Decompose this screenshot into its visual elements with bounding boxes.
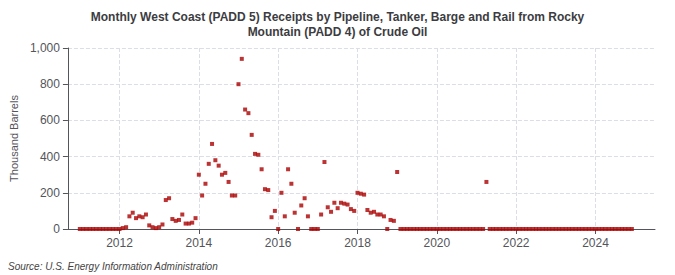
svg-text:400: 400	[40, 150, 60, 164]
svg-text:Mountain (PADD 4) of Crude Oil: Mountain (PADD 4) of Crude Oil	[248, 25, 428, 39]
svg-text:0: 0	[53, 222, 60, 236]
svg-text:2012: 2012	[106, 236, 133, 250]
svg-text:2022: 2022	[503, 236, 530, 250]
svg-text:2016: 2016	[265, 236, 292, 250]
svg-text:2024: 2024	[582, 236, 609, 250]
svg-text:2014: 2014	[185, 236, 212, 250]
svg-text:Monthly West Coast (PADD 5) Re: Monthly West Coast (PADD 5) Receipts by …	[91, 10, 585, 24]
svg-text:800: 800	[40, 77, 60, 91]
svg-text:2020: 2020	[423, 236, 450, 250]
svg-text:600: 600	[40, 113, 60, 127]
svg-text:Source: U.S. Energy Informatio: Source: U.S. Energy Information Administ…	[8, 261, 218, 272]
svg-text:2018: 2018	[344, 236, 371, 250]
svg-text:Thousand Barrels: Thousand Barrels	[8, 95, 20, 182]
svg-text:200: 200	[40, 186, 60, 200]
svg-text:1,000: 1,000	[30, 41, 60, 55]
